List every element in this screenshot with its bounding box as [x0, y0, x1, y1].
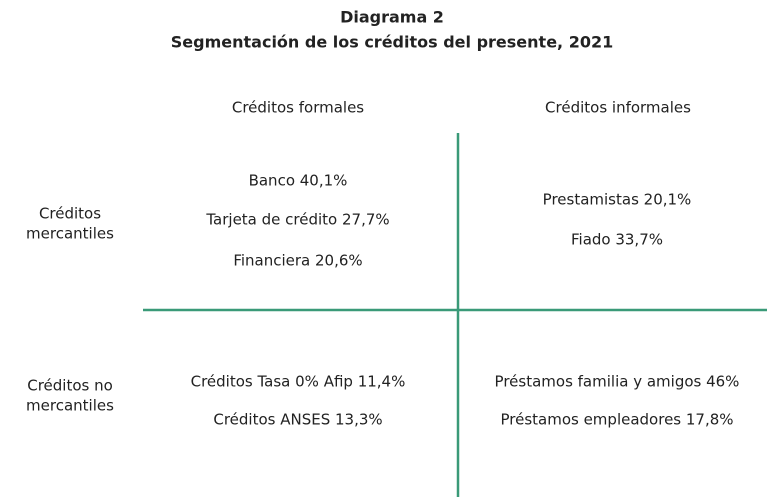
cell-item: Préstamos familia y amigos 46% — [495, 373, 740, 391]
cell-item: Préstamos empleadores 17,8% — [500, 411, 733, 429]
row-label: Créditos — [39, 205, 101, 223]
title: Diagrama 2 — [340, 8, 444, 27]
column-header: Créditos formales — [232, 99, 364, 117]
row-label: mercantiles — [26, 397, 114, 415]
cell-item: Tarjeta de crédito 27,7% — [205, 211, 389, 229]
row-label: Créditos no — [27, 377, 113, 395]
cell-item: Fiado 33,7% — [571, 231, 663, 249]
column-header: Créditos informales — [545, 99, 691, 117]
cell-item: Créditos Tasa 0% Afip 11,4% — [191, 373, 406, 391]
cell-item: Créditos ANSES 13,3% — [213, 411, 382, 429]
subtitle: Segmentación de los créditos del present… — [171, 33, 613, 52]
cell-item: Prestamistas 20,1% — [543, 191, 692, 209]
row-label: mercantiles — [26, 225, 114, 243]
cell-item: Financiera 20,6% — [233, 252, 362, 270]
cell-item: Banco 40,1% — [249, 172, 348, 190]
